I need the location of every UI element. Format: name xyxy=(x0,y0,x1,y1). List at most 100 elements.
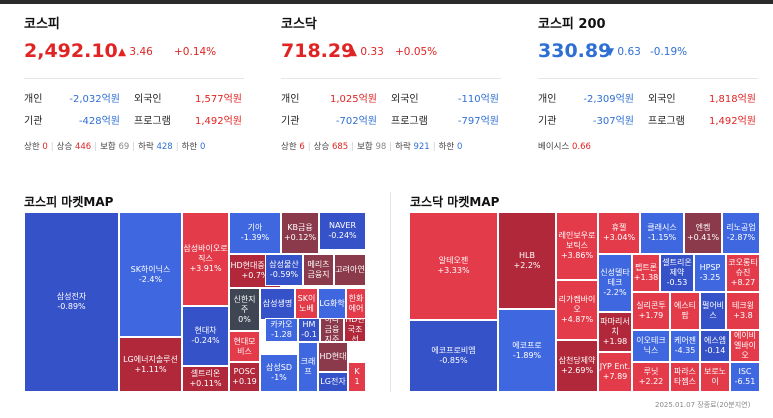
treemap-tile[interactable]: 셀트리온제약 -0.53 xyxy=(660,254,694,292)
top-border xyxy=(0,0,773,4)
treemap-tile[interactable]: 삼성생명 xyxy=(260,288,295,320)
treemap-tile[interactable]: 실리콘투 +1.79 xyxy=(632,292,670,330)
treemap-tile[interactable]: 레인보우로보틱스 +3.86% xyxy=(556,212,598,280)
index-name: 코스피 200 xyxy=(538,17,606,32)
tile-name: 리가켐바이오 xyxy=(558,295,596,314)
treemap-tile[interactable]: LG에너지솔루션 +1.11% xyxy=(119,337,182,392)
tile-name: 케어젠 xyxy=(673,336,697,345)
tile-change: +7.89 xyxy=(602,372,628,381)
treemap-tile[interactable]: 케어젠 -4.35 xyxy=(670,330,700,362)
treemap-tile[interactable]: 에스티팜 xyxy=(670,292,700,330)
treemap-tile[interactable]: 신성델타테크 -2.2% xyxy=(598,254,632,312)
market-breadth: 상한 0 | 상승 446 | 보합 69 | 하락 428 | 하한 0 xyxy=(24,142,206,152)
treemap-tile[interactable]: 삼성전자 -0.89% xyxy=(24,212,119,392)
treemap-tile[interactable]: 에이비엘바이오 xyxy=(730,330,760,362)
index-change-pct: +0.05% xyxy=(395,46,438,58)
index-name: 코스피 xyxy=(24,17,60,32)
investor-label: 외국인 xyxy=(134,94,162,105)
investor-value: -2,032억원 xyxy=(69,94,120,105)
investor-value: -797억원 xyxy=(457,116,499,127)
treemap-tile[interactable]: LG화학 xyxy=(318,288,346,320)
treemap-tile[interactable]: JYP Ent. +7.89 xyxy=(598,352,632,392)
treemap-tile[interactable]: 에코프로 -1.89% xyxy=(498,309,556,392)
treemap-tile[interactable]: HD현대 xyxy=(318,342,348,372)
tile-name: 삼성전자 xyxy=(56,292,87,301)
treemap-tile[interactable]: 현대차 -0.24% xyxy=(182,306,229,366)
tile-name: HD현대중공업 xyxy=(230,261,280,270)
investor-label: 기관 xyxy=(24,116,43,127)
treemap-tile[interactable]: 기아 -1.39% xyxy=(229,212,281,254)
treemap-tile[interactable]: 이오테크닉스 xyxy=(632,330,670,362)
change-amount: 0.33 xyxy=(360,46,384,58)
treemap-tile[interactable]: 펩트론 +1.38 xyxy=(632,254,660,292)
treemap-tile[interactable]: 코오롱티슈진 +8.27 xyxy=(726,254,760,292)
treemap-tile[interactable]: 파라스타젬스 xyxy=(670,362,700,392)
treemap-tile[interactable]: 삼천당제약 +2.69% xyxy=(556,340,598,392)
treemap-tile[interactable]: 엔켐 +0.41% xyxy=(684,212,722,254)
tile-name: 실리콘투 xyxy=(636,301,666,310)
treemap-tile[interactable]: HM -0.1 xyxy=(298,318,320,342)
treemap-tile[interactable]: KB금융 +0.12% xyxy=(281,212,319,254)
treemap-tile[interactable]: SK이노베 xyxy=(295,288,318,320)
treemap-tile[interactable]: 셀트리온 +0.11% xyxy=(182,366,229,392)
tile-name: 신성델타테크 xyxy=(600,268,630,287)
treemap-tile[interactable]: 테크윙 +3.8 xyxy=(726,292,760,330)
treemap-tile[interactable]: 한화에어 xyxy=(346,288,366,320)
treemap-tile[interactable]: 고려아연 xyxy=(334,254,366,286)
treemap-tile[interactable]: 삼성바이오로직스 +3.91% xyxy=(182,212,229,306)
treemap-tile[interactable]: 삼성SD -1% xyxy=(260,354,298,392)
investor-value: -307억원 xyxy=(592,116,634,127)
treemap-tile[interactable]: 펄어비스 xyxy=(700,292,726,330)
tile-name: 에코프로 xyxy=(512,340,542,350)
treemap-tile[interactable]: HLB +2.2% xyxy=(498,212,556,309)
investor-value: -110억원 xyxy=(457,94,499,105)
index-value: 2,492.10 xyxy=(24,40,118,62)
treemap-tile[interactable]: 클래시스 -1.15% xyxy=(640,212,684,254)
treemap-tile[interactable]: 크래프 xyxy=(298,342,318,392)
tile-name: 에스엠 xyxy=(703,336,727,345)
treemap-tile[interactable]: 루닛 +2.22 xyxy=(632,362,670,392)
treemap-tile[interactable]: 하나금융지주 xyxy=(320,318,344,342)
down-arrow-icon: ▼ xyxy=(606,46,615,58)
treemap-tile[interactable]: NAVER -0.24% xyxy=(319,212,366,250)
treemap-tile[interactable]: 리노공업 -2.87% xyxy=(722,212,760,254)
treemap-tile[interactable]: 현대모비스 xyxy=(229,331,260,362)
treemap-tile[interactable]: 리가켐바이오 +4.87% xyxy=(556,280,598,340)
investor-label: 개인 xyxy=(538,94,557,105)
treemap-tile[interactable]: 보로노이 xyxy=(700,362,730,392)
investor-value: 1,818억원 xyxy=(708,94,756,105)
kospi-panel[interactable]: 코스피 2,492.10 ▲ 3.46 +0.14% 개인 -2,032억원 외… xyxy=(24,4,244,174)
treemap-tile[interactable]: 신한지주 0% xyxy=(229,288,260,331)
treemap-tile[interactable]: 휴젤 +3.04% xyxy=(598,212,640,254)
change-amount: 0.63 xyxy=(617,46,641,58)
kospi200-panel[interactable]: 코스피 200 330.89 ▼ 0.63 -0.19% 개인 -2,309억원… xyxy=(538,4,758,174)
tile-change: 1 xyxy=(354,377,360,386)
kosdaq-panel[interactable]: 코스닥 718.29 ▲ 0.33 +0.05% 개인 1,025억원 외국인 … xyxy=(281,4,501,174)
tile-name: 알테오젠 xyxy=(438,256,469,265)
index-name: 코스닥 xyxy=(281,17,317,32)
tile-name: 에스티팜 xyxy=(673,301,697,320)
tile-change: +0.19 xyxy=(232,377,257,386)
treemap-tile[interactable]: 파마리서치 +1.98 xyxy=(598,312,632,352)
tile-name: JYP Ent. xyxy=(599,362,631,371)
investor-label: 개인 xyxy=(24,94,43,105)
tile-name: 휴젤 xyxy=(611,223,627,232)
treemap-tile[interactable]: LG전자 xyxy=(318,372,348,392)
treemap-tile[interactable]: 메리츠금융지 xyxy=(303,254,334,286)
treemap-tile[interactable]: SK하이닉스 -2.4% xyxy=(119,212,182,337)
treemap-tile[interactable]: 카카오 -1.28 xyxy=(265,318,298,342)
divider xyxy=(538,78,758,79)
tile-name: LG에너지솔루션 xyxy=(123,354,178,364)
treemap-tile[interactable]: POSC +0.19 xyxy=(229,362,260,392)
treemap-tile[interactable]: 알테오젠 +3.33% xyxy=(409,212,498,320)
treemap-tile[interactable]: HD한국조선 xyxy=(344,318,366,342)
treemap-tile[interactable]: ISC -6.51 xyxy=(730,362,760,392)
treemap-tile[interactable]: 에코프로비엠 -0.85% xyxy=(409,320,498,392)
treemap-tile[interactable]: 에스엠 -0.14 xyxy=(700,330,730,362)
tile-name: 삼성물산 xyxy=(269,260,299,269)
tile-change: +2.22 xyxy=(638,377,664,386)
treemap-tile[interactable]: 삼성물산 -0.59% xyxy=(265,254,303,286)
treemap-tile[interactable]: HPSP -3.25 xyxy=(694,254,726,292)
tile-change: +2.2% xyxy=(513,260,541,270)
